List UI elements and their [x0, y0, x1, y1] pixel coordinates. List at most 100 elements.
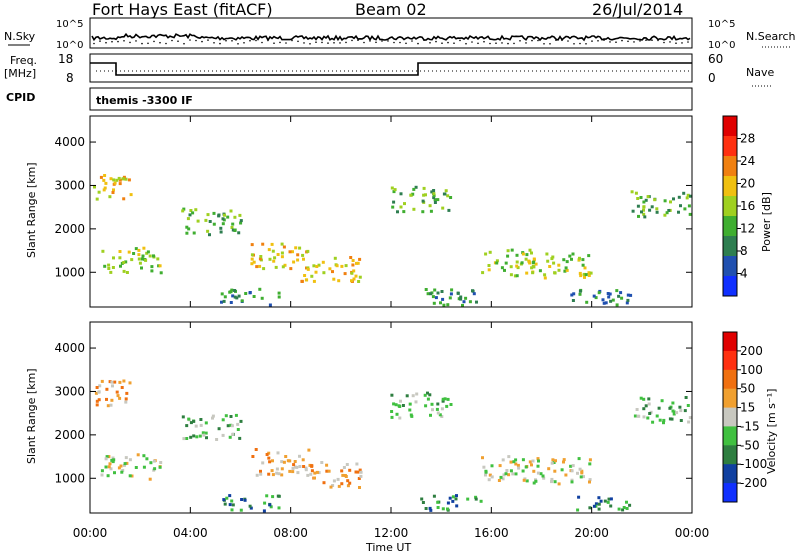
- echo-cell: [296, 253, 300, 257]
- echo-cell: [552, 261, 556, 265]
- plot-title: Fort Hays East (fitACF): [92, 0, 273, 19]
- echo-cell: [182, 437, 186, 441]
- nsearch-point: [195, 39, 197, 42]
- cpid-label: CPID: [6, 91, 35, 104]
- echo-cell: [277, 472, 281, 476]
- echo-cell: [587, 254, 591, 258]
- echo-cell: [194, 424, 198, 428]
- echo-cell: [211, 414, 215, 418]
- echo-cell: [564, 266, 568, 270]
- echo-cell: [107, 267, 111, 270]
- velocity-data-cells: [94, 379, 692, 513]
- echo-cell: [651, 420, 655, 424]
- echo-cell: [185, 231, 189, 235]
- echo-cell: [424, 404, 428, 408]
- echo-cell: [506, 254, 510, 258]
- echo-cell: [118, 256, 122, 260]
- echo-cell: [429, 508, 433, 512]
- echo-cell: [408, 408, 412, 412]
- colorbar-tick-label: 100: [740, 363, 763, 377]
- echo-cell: [436, 291, 440, 295]
- echo-cell: [642, 397, 646, 401]
- echo-cell: [402, 210, 406, 214]
- echo-cell: [137, 248, 141, 252]
- cpid-value: themis -3300 IF: [96, 94, 193, 107]
- echo-cell: [128, 474, 132, 478]
- echo-cell: [447, 208, 451, 212]
- echo-cell: [97, 190, 101, 194]
- echo-cell: [124, 260, 128, 264]
- echo-cell: [640, 210, 643, 214]
- echo-cell: [545, 252, 549, 256]
- echo-cell: [662, 421, 665, 425]
- echo-cell: [606, 500, 610, 504]
- echo-cell: [399, 192, 403, 196]
- nsearch-point: [543, 43, 545, 45]
- echo-cell: [315, 470, 319, 474]
- echo-cell: [435, 407, 439, 411]
- echo-cell: [196, 219, 200, 223]
- echo-cell: [562, 258, 566, 262]
- echo-cell: [514, 462, 518, 466]
- echo-cell: [95, 386, 99, 389]
- colorbar-tick-label: -200: [740, 476, 767, 490]
- echo-cell: [588, 478, 592, 482]
- echo-cell: [442, 303, 446, 307]
- echo-cell: [205, 436, 208, 440]
- echo-cell: [636, 197, 640, 200]
- echo-cell: [671, 401, 675, 405]
- echo-cell: [300, 279, 304, 283]
- nsearch-point: [153, 40, 155, 43]
- echo-cell: [588, 462, 592, 466]
- echo-cell: [122, 197, 126, 201]
- echo-cell: [688, 416, 692, 420]
- echo-cell: [449, 196, 453, 199]
- colorbar-tick-label: -50: [740, 438, 760, 452]
- echo-cell: [462, 300, 466, 304]
- nsearch-point: [405, 42, 407, 45]
- echo-cell: [206, 213, 210, 217]
- echo-cell: [268, 503, 272, 507]
- echo-cell: [226, 215, 230, 219]
- echo-cell: [358, 257, 362, 261]
- echo-cell: [158, 264, 162, 268]
- echo-cell: [288, 250, 292, 254]
- echo-cell: [109, 467, 113, 471]
- echo-cell: [585, 300, 589, 304]
- echo-cell: [548, 265, 552, 268]
- echo-cell: [445, 404, 449, 408]
- power-y-axis: 1000 2000 3000 4000: [54, 135, 692, 279]
- nsearch-point: [357, 39, 359, 41]
- echo-cell: [202, 433, 206, 437]
- echo-cell: [358, 486, 361, 489]
- echo-cell: [102, 178, 106, 182]
- echo-cell: [592, 504, 596, 508]
- echo-cell: [122, 379, 126, 383]
- echo-cell: [490, 475, 494, 479]
- nsearch-point: [669, 41, 671, 43]
- echo-cell: [115, 390, 119, 394]
- nsearch-point: [171, 39, 173, 42]
- echo-cell: [588, 506, 592, 510]
- echo-cell: [128, 458, 132, 462]
- colorbar-tick-label: 50: [740, 382, 755, 396]
- nsearch-point: [453, 42, 455, 44]
- echo-cell: [322, 481, 326, 485]
- echo-cell: [250, 257, 254, 261]
- echo-cell: [617, 507, 621, 511]
- nsearch-point: [285, 42, 287, 44]
- echo-cell: [414, 185, 418, 189]
- echo-cell: [102, 188, 106, 192]
- echo-cell: [495, 261, 499, 265]
- echo-cell: [222, 498, 226, 502]
- echo-cell: [267, 248, 271, 252]
- echo-cell: [192, 434, 196, 438]
- echo-cell: [581, 263, 585, 267]
- echo-cell: [292, 260, 296, 264]
- echo-cell: [267, 451, 271, 455]
- echo-cell: [438, 413, 442, 417]
- echo-cell: [124, 177, 128, 181]
- echo-cell: [345, 463, 349, 466]
- echo-cell: [134, 247, 138, 251]
